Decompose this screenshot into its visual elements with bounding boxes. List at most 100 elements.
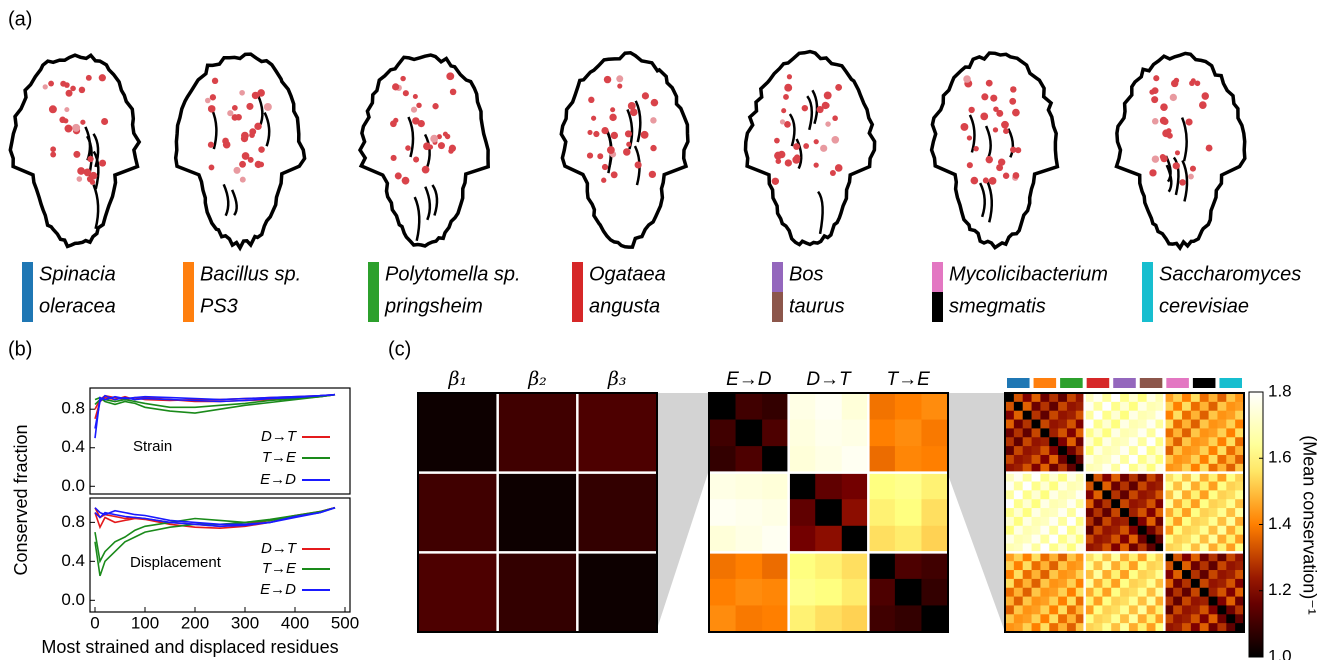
heatmap-cell bbox=[1164, 579, 1173, 588]
heatmap-cell bbox=[1067, 570, 1076, 579]
heatmap-cell bbox=[1226, 597, 1235, 606]
residue-dot bbox=[43, 84, 48, 89]
heatmap-cell bbox=[1058, 428, 1067, 437]
residue-dot bbox=[65, 125, 73, 133]
heatmap-cell bbox=[1147, 526, 1156, 535]
heatmap-cell bbox=[1191, 420, 1200, 429]
heatmap-cell bbox=[868, 446, 895, 473]
legend-label: Polytomella sp. bbox=[385, 263, 521, 285]
heatmap-cell bbox=[1014, 614, 1023, 623]
heatmap-cell bbox=[1129, 437, 1138, 446]
residue-dot bbox=[993, 127, 998, 132]
heatmap-cell bbox=[1226, 517, 1235, 526]
heatmap-cell bbox=[1200, 482, 1209, 491]
legend-label: D→T bbox=[261, 428, 298, 445]
heatmap-cell bbox=[1067, 614, 1076, 623]
legend-label: Saccharomyces bbox=[1159, 263, 1301, 285]
heatmap-cell bbox=[1209, 605, 1218, 614]
residue-dot bbox=[597, 153, 603, 159]
heatmap-cell bbox=[1209, 428, 1218, 437]
residue-dot bbox=[411, 107, 417, 113]
heatmap-cell bbox=[1058, 402, 1067, 411]
figure: (a) (b) (c) SpinaciaoleraceaBacillus sp.… bbox=[0, 0, 1327, 660]
heatmap-cell bbox=[1058, 605, 1067, 614]
heatmap-cell bbox=[1200, 579, 1209, 588]
residue-dot bbox=[240, 177, 246, 183]
residue-dot bbox=[258, 146, 264, 152]
heatmap-cell bbox=[1005, 420, 1014, 429]
legend-label: cerevisiae bbox=[1159, 295, 1249, 317]
heatmap-cell bbox=[1173, 446, 1182, 455]
heatmap-cell bbox=[1102, 473, 1111, 482]
heatmap-cell bbox=[1005, 508, 1014, 517]
heatmap-cell bbox=[1014, 552, 1023, 561]
heatmap-cell bbox=[1058, 579, 1067, 588]
residue-dot bbox=[602, 164, 608, 170]
residue-dot bbox=[1152, 118, 1159, 125]
heatmap-cell bbox=[1102, 420, 1111, 429]
heatmap-cell bbox=[1120, 411, 1129, 420]
residue-dot bbox=[223, 141, 231, 149]
heatmap-cell bbox=[1040, 508, 1049, 517]
heatmap-cell bbox=[842, 420, 869, 447]
heatmap-cell bbox=[1058, 526, 1067, 535]
heatmap-cell bbox=[1217, 490, 1226, 499]
heatmap-cell bbox=[1226, 482, 1235, 491]
heatmap-cell bbox=[1191, 455, 1200, 464]
heatmap-cell bbox=[1067, 579, 1076, 588]
heatmap-cell bbox=[1040, 437, 1049, 446]
heatmap-cell bbox=[1067, 446, 1076, 455]
heatmap-cell bbox=[1164, 526, 1173, 535]
heatmap-cell bbox=[1164, 420, 1173, 429]
heatmap-cell bbox=[1129, 588, 1138, 597]
residue-dot bbox=[60, 81, 66, 87]
heatmap-cell bbox=[709, 420, 736, 447]
heatmap-cell bbox=[1120, 482, 1129, 491]
residue-dot bbox=[1201, 92, 1209, 100]
heatmap-cell bbox=[895, 552, 922, 579]
species-strip bbox=[1166, 378, 1189, 388]
heatmap-cell bbox=[1111, 482, 1120, 491]
heatmap-cell bbox=[1164, 437, 1173, 446]
heatmap-cell bbox=[1005, 437, 1014, 446]
legend-swatch bbox=[572, 262, 583, 322]
residue-dot bbox=[986, 156, 993, 163]
heatmap-cell bbox=[1191, 490, 1200, 499]
residue-dot bbox=[430, 135, 438, 143]
heatmap-cell bbox=[1200, 614, 1209, 623]
heatmap-cell bbox=[1120, 508, 1129, 517]
residue-dot bbox=[84, 169, 92, 177]
heatmap-cell bbox=[1005, 473, 1014, 482]
legend-swatch bbox=[368, 262, 379, 322]
heatmap-cell bbox=[1085, 411, 1094, 420]
heatmap-cell bbox=[1058, 570, 1067, 579]
heatmap-cell bbox=[1200, 402, 1209, 411]
heatmap-cell bbox=[1217, 473, 1226, 482]
heatmap-cell bbox=[1120, 455, 1129, 464]
residue-dot bbox=[591, 116, 596, 121]
residue-dot bbox=[1170, 94, 1177, 101]
heatmap-cell bbox=[1200, 490, 1209, 499]
residue-dot bbox=[1152, 87, 1159, 94]
y-axis-label: Conserved fraction bbox=[11, 424, 31, 575]
residue-dot bbox=[443, 132, 448, 137]
heatmap-cell bbox=[1023, 570, 1032, 579]
residue-dot bbox=[792, 156, 800, 164]
heatmap-cell bbox=[1005, 499, 1014, 508]
residue-dot bbox=[587, 152, 593, 158]
heatmap-cell bbox=[1111, 588, 1120, 597]
heatmap-cell bbox=[921, 526, 948, 553]
heatmap-cell bbox=[1173, 437, 1182, 446]
heatmap-cell bbox=[1102, 552, 1111, 561]
heatmap-cell bbox=[1085, 517, 1094, 526]
heatmap-cell bbox=[815, 473, 842, 500]
heatmap-cell bbox=[1049, 482, 1058, 491]
heatmap-cell bbox=[498, 393, 578, 473]
heatmap-cell bbox=[709, 605, 736, 632]
heatmap-cell bbox=[1147, 490, 1156, 499]
residue-dot bbox=[50, 146, 56, 152]
heatmap-cell bbox=[1102, 402, 1111, 411]
heatmap-cell bbox=[1023, 490, 1032, 499]
heatmap-cell bbox=[1102, 579, 1111, 588]
heatmap-cell bbox=[1164, 614, 1173, 623]
